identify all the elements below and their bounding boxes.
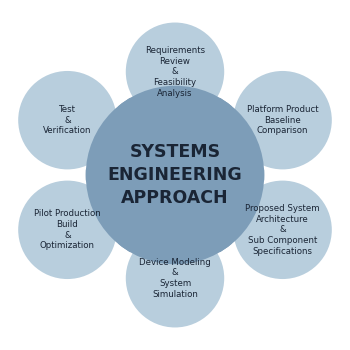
Text: Requirements
Review
&
Feasibility
Analysis: Requirements Review & Feasibility Analys… [145, 46, 205, 98]
Circle shape [124, 228, 226, 329]
Text: Pilot Production
Build
&
Optimization: Pilot Production Build & Optimization [34, 209, 101, 251]
Text: Device Modeling
&
System
Simulation: Device Modeling & System Simulation [139, 258, 211, 299]
Text: SYSTEMS
ENGINEERING
APPROACH: SYSTEMS ENGINEERING APPROACH [108, 143, 242, 207]
Circle shape [86, 86, 264, 264]
Circle shape [86, 86, 264, 264]
Circle shape [232, 69, 333, 171]
Circle shape [124, 228, 226, 329]
Circle shape [232, 179, 333, 281]
Circle shape [124, 21, 226, 122]
Text: Proposed System
Architecture
&
Sub Component
Specifications: Proposed System Architecture & Sub Compo… [245, 204, 320, 256]
Circle shape [232, 179, 333, 281]
Circle shape [17, 69, 118, 171]
Text: Platform Product
Baseline
Comparison: Platform Product Baseline Comparison [247, 105, 318, 135]
Circle shape [17, 69, 118, 171]
Circle shape [124, 21, 226, 122]
Circle shape [17, 179, 118, 281]
Circle shape [232, 69, 333, 171]
Text: Test
&
Verification: Test & Verification [43, 105, 92, 135]
Circle shape [17, 179, 118, 281]
